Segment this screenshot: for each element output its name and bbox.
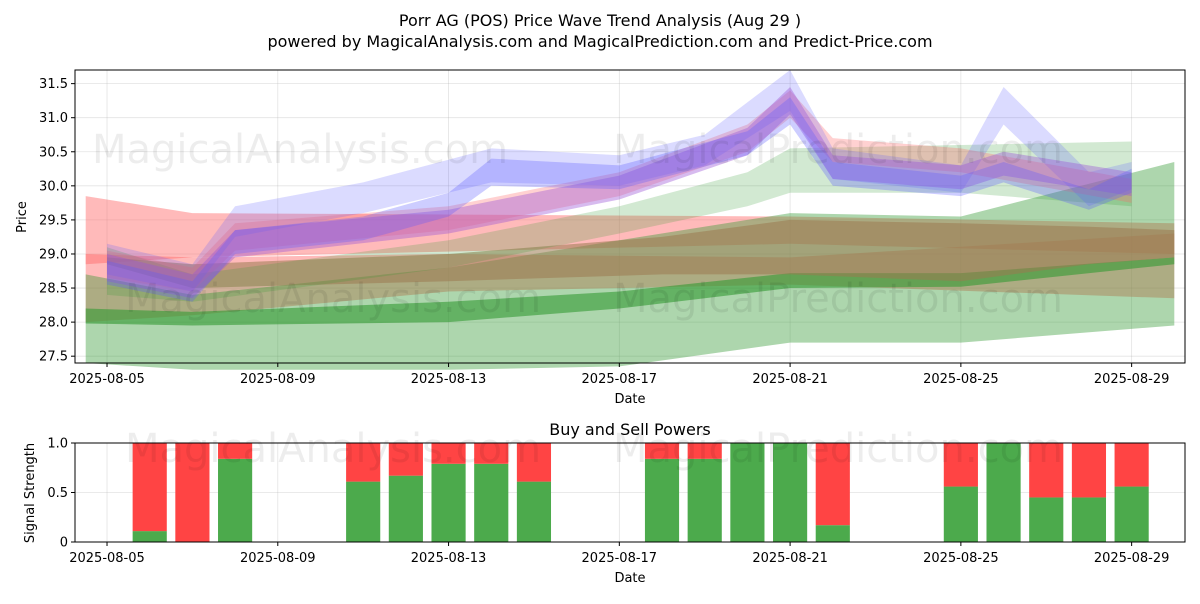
price-band-purple-8 xyxy=(107,87,1132,299)
buy-sell-title: Buy and Sell Powers xyxy=(549,420,711,439)
price-x-tick-label: 2025-08-13 xyxy=(411,372,487,387)
price-wave-bands xyxy=(85,70,1175,370)
price-y-tick-label: 30.0 xyxy=(39,179,68,194)
price-band-blue-9 xyxy=(107,97,1132,302)
sell-bar xyxy=(474,443,509,464)
buy-bar xyxy=(1114,486,1149,542)
price-y-tick-label: 29.0 xyxy=(39,247,68,262)
buy-bar xyxy=(132,531,167,542)
sell-bar xyxy=(943,443,978,487)
watermark-1: MagicalAnalysis.com xyxy=(92,127,508,173)
buy-bar xyxy=(943,486,978,542)
signal-x-tick-label: 2025-08-21 xyxy=(752,551,828,566)
price-band-red-6 xyxy=(107,90,1132,292)
price-x-tick-label: 2025-08-25 xyxy=(923,372,999,387)
price-band-red-0 xyxy=(85,196,1175,265)
price-band-blue-7 xyxy=(107,70,1132,292)
signal-y-ticks: 0 0.5 1.0 xyxy=(47,437,75,551)
sell-bar xyxy=(175,443,210,542)
buy-bar xyxy=(730,443,765,542)
watermark-6: MagicalPrediction.com xyxy=(613,426,1063,472)
price-y-tick-label: 28.0 xyxy=(39,316,68,331)
price-x-axis-label: Date xyxy=(614,392,645,407)
buy-bar xyxy=(815,525,850,542)
price-band-green-5 xyxy=(107,141,1132,302)
price-axes-frame xyxy=(74,69,1186,364)
signal-x-tick-label: 2025-08-17 xyxy=(582,551,658,566)
watermark-3: MagicalAnalysis.com xyxy=(125,276,541,322)
sell-bar xyxy=(346,443,381,482)
buy-bar xyxy=(773,443,808,542)
price-y-tick-label: 30.5 xyxy=(39,145,68,160)
signal-watermarks: MagicalAnalysis.com MagicalPrediction.co… xyxy=(125,426,1063,472)
sell-bar xyxy=(1071,443,1107,498)
signal-x-tick-label: 2025-08-25 xyxy=(923,551,999,566)
sell-bar xyxy=(1029,443,1064,498)
buy-bar xyxy=(687,458,722,542)
sell-bar xyxy=(687,443,722,459)
signal-x-axis-label: Date xyxy=(614,571,645,586)
signal-y-tick-label: 0 xyxy=(60,536,68,551)
price-watermarks: MagicalAnalysis.com MagicalPrediction.co… xyxy=(92,127,1063,322)
buy-bar xyxy=(644,458,680,542)
signal-x-tick-label: 2025-08-05 xyxy=(69,551,145,566)
signal-x-tick-label: 2025-08-29 xyxy=(1094,551,1170,566)
sell-bar xyxy=(388,443,423,476)
sell-bar xyxy=(644,443,680,459)
price-x-tick-label: 2025-08-09 xyxy=(240,372,316,387)
buy-bar xyxy=(986,443,1021,542)
sell-bar xyxy=(218,443,253,459)
signal-x-ticks: 2025-08-05 2025-08-09 2025-08-13 2025-08-17… xyxy=(69,542,1169,566)
buy-bar xyxy=(516,481,552,542)
chart-subtitle: powered by MagicalAnalysis.com and Magic… xyxy=(267,32,932,51)
watermark-5: MagicalAnalysis.com xyxy=(125,426,541,472)
watermark-4: MagicalPrediction.com xyxy=(613,276,1063,322)
price-y-tick-label: 31.5 xyxy=(39,77,68,92)
price-x-tick-label: 2025-08-17 xyxy=(582,372,658,387)
buy-bar xyxy=(388,475,423,542)
buy-bar xyxy=(1029,497,1064,542)
signal-x-tick-label: 2025-08-09 xyxy=(240,551,316,566)
price-band-brown-4 xyxy=(107,219,1175,288)
sell-bar xyxy=(1114,443,1149,487)
price-x-tick-label: 2025-08-05 xyxy=(69,372,145,387)
signal-y-axis-label: Signal Strength xyxy=(23,443,38,543)
buy-bar xyxy=(431,463,466,542)
sell-bar xyxy=(516,443,552,482)
chart-title: Porr AG (POS) Price Wave Trend Analysis … xyxy=(399,11,801,30)
price-x-tick-label: 2025-08-29 xyxy=(1094,372,1170,387)
price-x-ticks: 2025-08-05 2025-08-09 2025-08-13 2025-08-17… xyxy=(69,363,1169,387)
price-y-tick-label: 29.5 xyxy=(39,213,68,228)
buy-bar xyxy=(474,463,509,542)
signal-bars xyxy=(132,443,1149,542)
sell-bar xyxy=(132,443,167,532)
signal-x-tick-label: 2025-08-13 xyxy=(411,551,487,566)
signal-y-tick-label: 1.0 xyxy=(47,437,68,452)
sell-bar xyxy=(431,443,466,464)
buy-bar xyxy=(1071,497,1107,542)
price-y-ticks: 27.5 28.0 28.5 29.0 29.5 30.0 30.5 31.0 31.5 xyxy=(39,77,75,365)
watermark-2: MagicalPrediction.com xyxy=(613,127,1063,173)
buy-bar xyxy=(346,481,381,542)
buy-bar xyxy=(218,458,253,542)
price-x-tick-label: 2025-08-21 xyxy=(752,372,828,387)
price-y-tick-label: 28.5 xyxy=(39,282,68,297)
sell-bar xyxy=(815,443,850,526)
signal-y-tick-label: 0.5 xyxy=(47,486,68,501)
price-y-tick-label: 31.0 xyxy=(39,111,68,126)
price-y-axis-label: Price xyxy=(15,201,30,233)
price-y-tick-label: 27.5 xyxy=(39,350,68,365)
